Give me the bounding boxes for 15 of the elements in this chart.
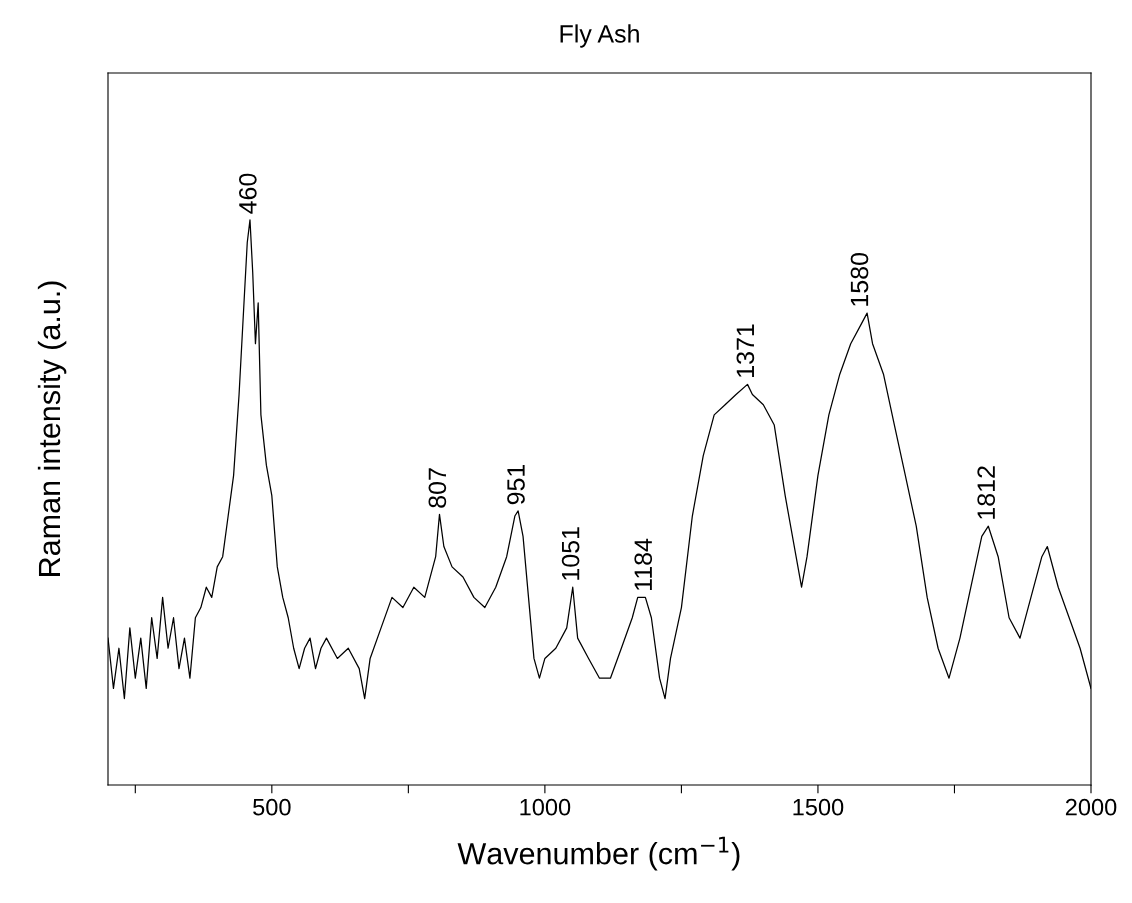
annotation: 1371 bbox=[736, 324, 755, 377]
y-axis-title: Raman intensity (a.u.) bbox=[37, 281, 67, 576]
annotation: 1184 bbox=[634, 538, 653, 590]
annotation: 1051 bbox=[561, 527, 580, 580]
chart-title: Fly Ash bbox=[560, 24, 639, 48]
x-tick-label: 500 bbox=[253, 798, 291, 816]
annotation: 951 bbox=[507, 464, 525, 505]
x-tick-label: 1500 bbox=[793, 798, 844, 816]
annotation: 1580 bbox=[850, 252, 869, 306]
annotation: 460 bbox=[239, 173, 257, 214]
annotation: 1812 bbox=[977, 466, 996, 519]
x-tick-label: 1000 bbox=[520, 798, 571, 816]
x-tick-label: 2000 bbox=[1065, 798, 1117, 816]
x-axis-title: Wavenumber (cm$^{−1}$) bbox=[457, 836, 740, 871]
annotation: 807 bbox=[428, 468, 447, 508]
